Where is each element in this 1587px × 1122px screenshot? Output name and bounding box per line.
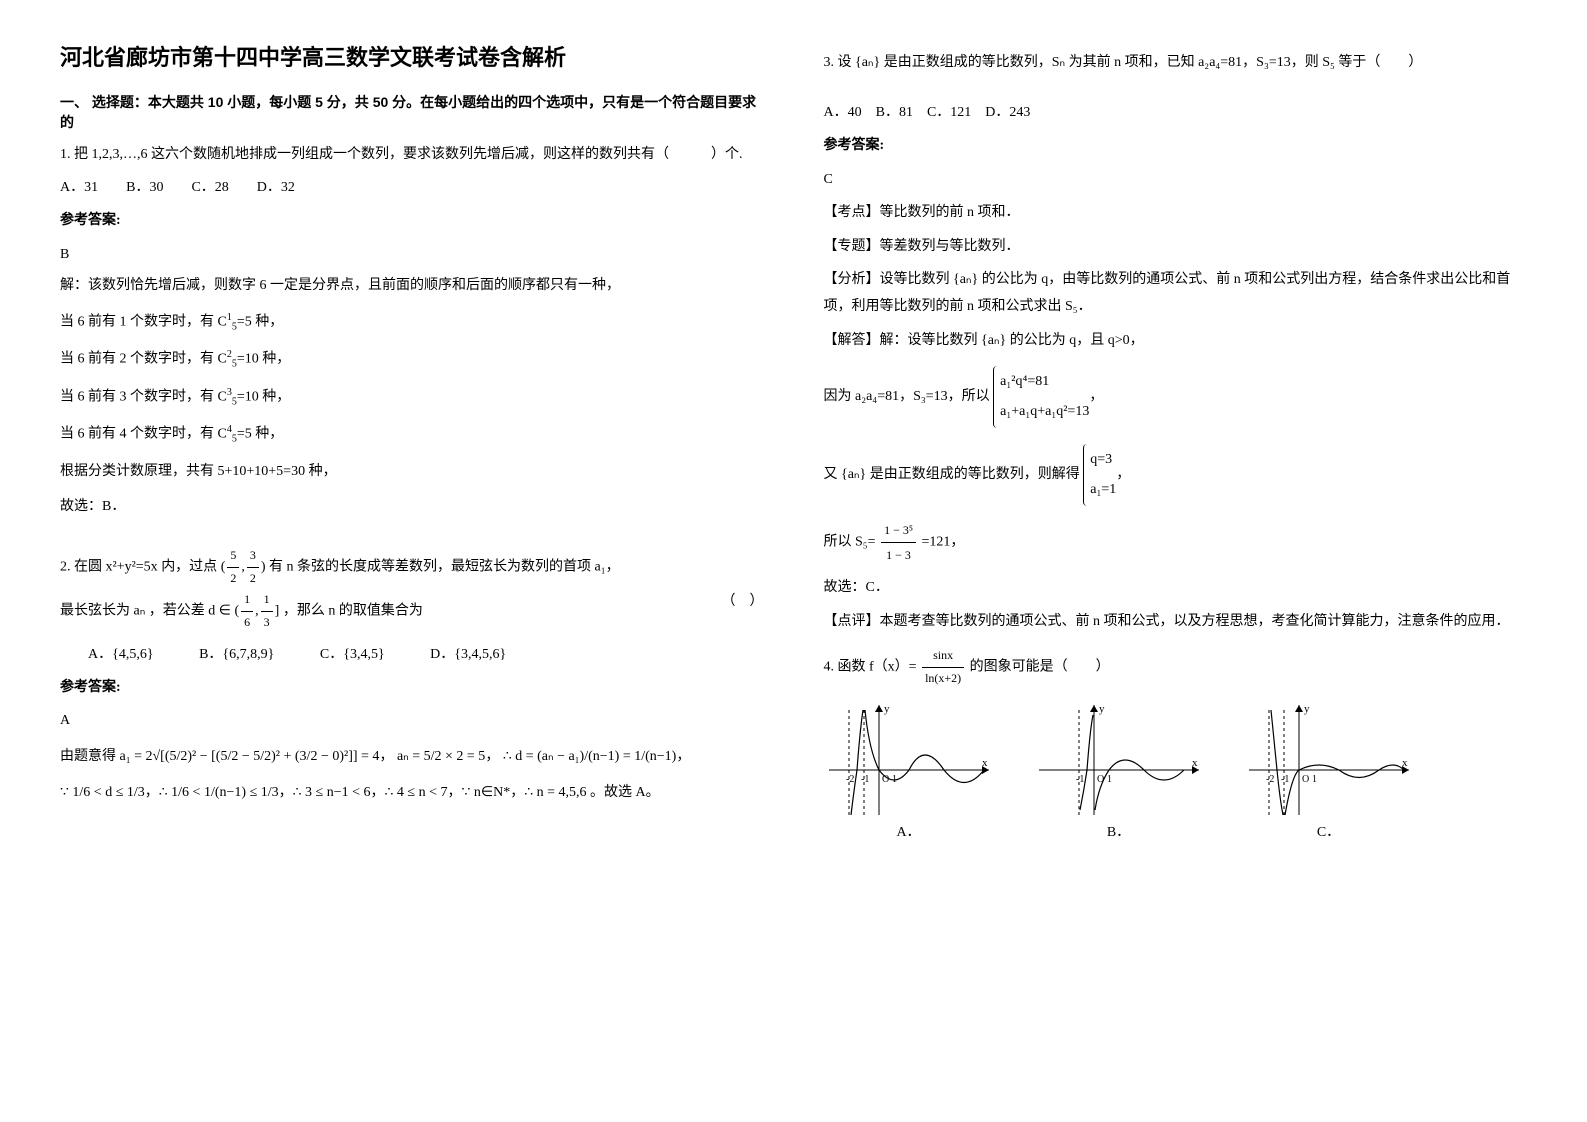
- page-title: 河北省廊坊市第十四中学高三数学文联考试卷含解析: [60, 40, 764, 72]
- q3-system-1: 因为 a₂a₄=81，S₃=13，所以 a₁²q⁴=81 a₁+a₁q+a₁q²…: [824, 362, 1528, 432]
- q4-stem: 4. 函数 f（x）= sinxln(x+2) 的图象可能是（ ）: [824, 645, 1528, 689]
- q3-tag-zt: 【专题】等差数列与等比数列．: [824, 232, 1528, 261]
- svg-text:-2: -2: [1266, 774, 1274, 785]
- q4-graphs: -2 -1 O 1 x y A．: [824, 700, 1528, 845]
- q1-case-4: 当 6 前有 4 个数字时，有 C45=5 种，: [60, 420, 764, 449]
- q2-stem-line2: 最长弦长为 aₙ ，若公差 d ∈ (16,13] ，那么 n 的取值集合为 （…: [60, 589, 764, 633]
- q4-graph-c: -2 -1 O 1 x y C．: [1244, 700, 1414, 845]
- q1-conclude: 故选：B．: [60, 494, 764, 521]
- svg-text:-1: -1: [861, 774, 869, 785]
- q3-stem: 3. 设 {aₙ} 是由正数组成的等比数列，Sₙ 为其前 n 项和，已知 a₂a…: [824, 50, 1528, 75]
- q1-expl-intro: 解：该数列恰先增后减，则数字 6 一定是分界点，且前面的顺序和后面的顺序都只有一…: [60, 273, 764, 300]
- svg-text:x: x: [1192, 757, 1198, 769]
- q4-graph-b: -1 O 1 x y B．: [1034, 700, 1204, 845]
- q3-system-2: 又 {aₙ} 是由正数组成的等比数列，则解得 q=3 a₁=1 ，: [824, 440, 1528, 510]
- svg-text:1: 1: [1312, 774, 1317, 785]
- q3-options: A．40 B．81 C．121 D．243: [824, 100, 1528, 125]
- q2-answer-letter: A: [60, 708, 764, 735]
- q3-conclude: 故选：C．: [824, 575, 1528, 602]
- q4-label-a: A．: [824, 820, 994, 845]
- question-2: 2. 在圆 x²+y²=5x 内，过点 (52,32) 有 n 条弦的长度成等差…: [60, 545, 764, 806]
- svg-text:y: y: [1304, 703, 1310, 715]
- question-4: 4. 函数 f（x）= sinxln(x+2) 的图象可能是（ ） -2 -1: [824, 645, 1528, 844]
- q1-case-1: 当 6 前有 1 个数字时，有 C15=5 种，: [60, 308, 764, 337]
- q2-work-1: 由题意得 a₁ = 2√[(5/2)² − [(5/2 − 5/2)² + (3…: [60, 743, 764, 771]
- q3-tag-fx: 【分析】设等比数列 {aₙ} 的公比为 q，由等比数列的通项公式、前 n 项和公…: [824, 265, 1528, 320]
- q2-answer-label: 参考答案:: [60, 675, 764, 700]
- page: 河北省廊坊市第十四中学高三数学文联考试卷含解析 一、 选择题：本大题共 10 小…: [60, 40, 1527, 855]
- question-1: 1. 把 1,2,3,…,6 这六个数随机地排成一列组成一个数列，要求该数列先增…: [60, 142, 764, 520]
- svg-text:O: O: [882, 774, 889, 785]
- q3-answer-label: 参考答案:: [824, 133, 1528, 158]
- q1-options: A．31 B．30 C．28 D．32: [60, 175, 764, 200]
- q3-tag-jd: 【解答】解：设等比数列 {aₙ} 的公比为 q，且 q>0，: [824, 326, 1528, 355]
- q1-sum: 根据分类计数原理，共有 5+10+10+5=30 种，: [60, 458, 764, 486]
- q1-answer-letter: B: [60, 242, 764, 269]
- q1-stem: 1. 把 1,2,3,…,6 这六个数随机地排成一列组成一个数列，要求该数列先增…: [60, 142, 764, 167]
- section-1-header: 一、 选择题：本大题共 10 小题，每小题 5 分，共 50 分。在每小题给出的…: [60, 92, 764, 132]
- q4-graph-a: -2 -1 O 1 x y A．: [824, 700, 994, 845]
- svg-text:y: y: [884, 703, 890, 715]
- graph-a-svg: -2 -1 O 1 x y: [824, 700, 994, 820]
- svg-text:1: 1: [1107, 774, 1112, 785]
- q3-answer-letter: C: [824, 167, 1528, 194]
- svg-text:y: y: [1099, 703, 1105, 715]
- svg-text:O: O: [1302, 774, 1309, 785]
- q3-tag-dp: 【点评】本题考查等比数列的通项公式、前 n 项和公式，以及方程思想，考查化简计算…: [824, 607, 1528, 636]
- q3-tag-kd: 【考点】等比数列的前 n 项和．: [824, 198, 1528, 227]
- svg-text:x: x: [982, 757, 988, 769]
- q1-case-2: 当 6 前有 2 个数字时，有 C25=10 种，: [60, 345, 764, 374]
- q3-s5: 所以 S₅= 1 − 3⁵1 − 3 =121，: [824, 518, 1528, 567]
- left-column: 河北省廊坊市第十四中学高三数学文联考试卷含解析 一、 选择题：本大题共 10 小…: [60, 40, 764, 855]
- q2-work-2: ∵ 1/6 < d ≤ 1/3，∴ 1/6 < 1/(n−1) ≤ 1/3，∴ …: [60, 779, 764, 807]
- svg-text:-2: -2: [846, 774, 854, 785]
- graph-c-svg: -2 -1 O 1 x y: [1244, 700, 1414, 820]
- q2-options: A．{4,5,6} B．{6,7,8,9} C．{3,4,5} D．{3,4,5…: [60, 642, 764, 667]
- q1-case-3: 当 6 前有 3 个数字时，有 C35=10 种，: [60, 383, 764, 412]
- svg-text:x: x: [1402, 757, 1408, 769]
- right-column: 3. 设 {aₙ} 是由正数组成的等比数列，Sₙ 为其前 n 项和，已知 a₂a…: [824, 40, 1528, 855]
- q4-label-c: C．: [1244, 820, 1414, 845]
- q1-answer-label: 参考答案:: [60, 208, 764, 233]
- question-3: 3. 设 {aₙ} 是由正数组成的等比数列，Sₙ 为其前 n 项和，已知 a₂a…: [824, 50, 1528, 635]
- graph-b-svg: -1 O 1 x y: [1034, 700, 1204, 820]
- svg-text:-1: -1: [1281, 774, 1289, 785]
- svg-text:-1: -1: [1076, 774, 1084, 785]
- q2-stem-line1: 2. 在圆 x²+y²=5x 内，过点 (52,32) 有 n 条弦的长度成等差…: [60, 545, 764, 589]
- q4-label-b: B．: [1034, 820, 1204, 845]
